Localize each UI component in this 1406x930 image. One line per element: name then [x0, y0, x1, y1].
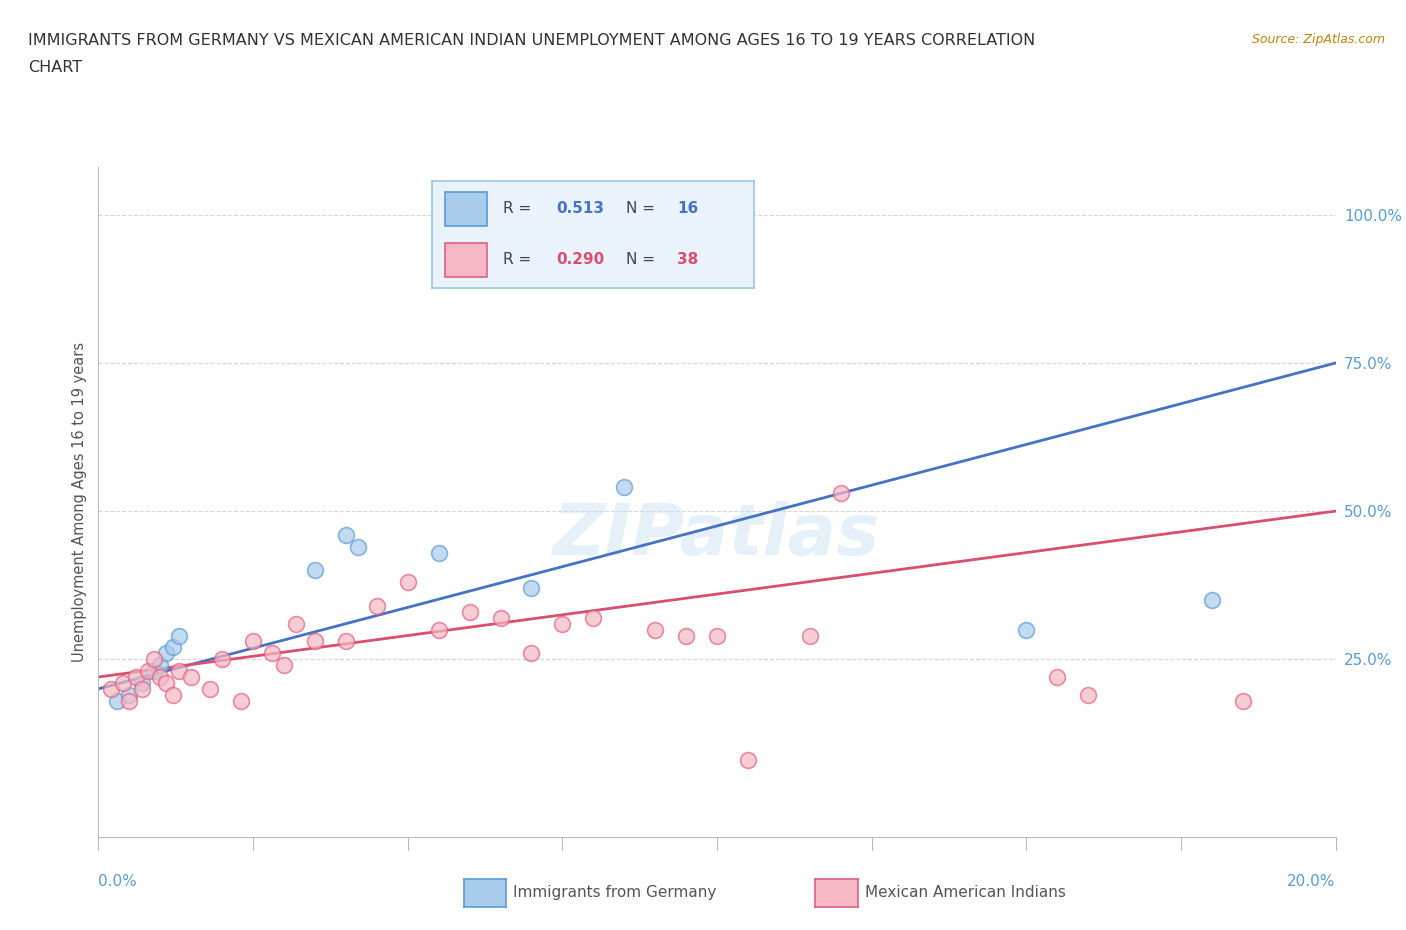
Text: 0.0%: 0.0% — [98, 874, 138, 889]
Point — [551, 617, 574, 631]
Point — [737, 752, 759, 767]
Point — [458, 604, 481, 619]
Text: 20.0%: 20.0% — [1288, 874, 1336, 889]
Point — [1232, 693, 1254, 708]
Point — [149, 658, 172, 672]
Point — [155, 645, 177, 660]
Point — [155, 675, 177, 690]
Point — [180, 670, 202, 684]
Point — [100, 682, 122, 697]
Point — [285, 617, 308, 631]
Point — [242, 634, 264, 649]
Point — [1201, 592, 1223, 607]
Point — [706, 628, 728, 643]
Y-axis label: Unemployment Among Ages 16 to 19 years: Unemployment Among Ages 16 to 19 years — [72, 342, 87, 662]
Point — [112, 675, 135, 690]
Point — [304, 563, 326, 578]
Point — [613, 480, 636, 495]
Point — [520, 580, 543, 595]
Point — [335, 527, 357, 542]
Point — [335, 634, 357, 649]
Text: ZIPatlas: ZIPatlas — [554, 501, 880, 570]
Point — [427, 545, 450, 560]
Text: CHART: CHART — [28, 60, 82, 75]
Text: Immigrants from Germany: Immigrants from Germany — [513, 885, 717, 900]
Point — [830, 485, 852, 500]
Point — [124, 670, 146, 684]
Point — [644, 622, 666, 637]
Point — [273, 658, 295, 672]
Point — [162, 640, 184, 655]
Point — [143, 664, 166, 679]
Point — [131, 675, 153, 690]
Point — [1015, 622, 1038, 637]
Point — [347, 539, 370, 554]
Point — [118, 693, 141, 708]
Point — [396, 575, 419, 590]
Point — [489, 610, 512, 625]
Point — [1046, 670, 1069, 684]
Point — [167, 664, 190, 679]
Point — [211, 652, 233, 667]
Point — [1077, 687, 1099, 702]
Text: Source: ZipAtlas.com: Source: ZipAtlas.com — [1251, 33, 1385, 46]
Point — [198, 682, 221, 697]
Point — [131, 682, 153, 697]
Point — [799, 628, 821, 643]
Point — [162, 687, 184, 702]
Point — [143, 652, 166, 667]
Point — [520, 645, 543, 660]
Point — [304, 634, 326, 649]
Point — [427, 622, 450, 637]
Point — [675, 628, 697, 643]
Point — [136, 664, 159, 679]
Point — [366, 599, 388, 614]
Point — [582, 610, 605, 625]
Point — [260, 645, 283, 660]
Point — [118, 687, 141, 702]
Point — [229, 693, 252, 708]
Text: Mexican American Indians: Mexican American Indians — [865, 885, 1066, 900]
Text: IMMIGRANTS FROM GERMANY VS MEXICAN AMERICAN INDIAN UNEMPLOYMENT AMONG AGES 16 TO: IMMIGRANTS FROM GERMANY VS MEXICAN AMERI… — [28, 33, 1035, 47]
Point — [105, 693, 128, 708]
Point — [167, 628, 190, 643]
Point — [149, 670, 172, 684]
